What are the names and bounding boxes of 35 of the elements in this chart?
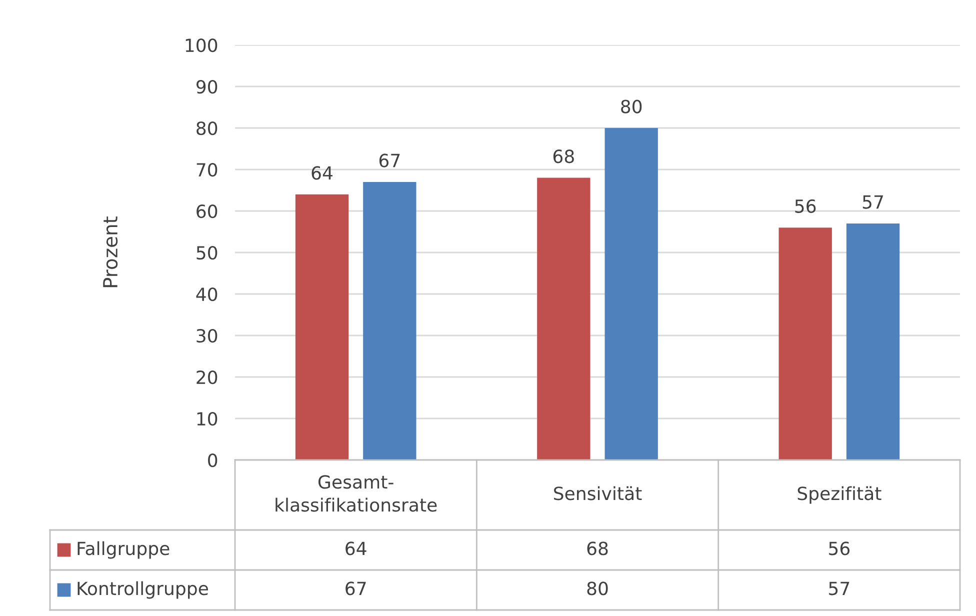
bar	[778, 228, 832, 460]
y-tick-label: 30	[196, 328, 218, 343]
y-tick-label: 90	[196, 80, 218, 94]
annotation: 68	[553, 150, 574, 164]
annotation: 64	[312, 166, 332, 180]
y-tick-label: 0	[208, 453, 218, 468]
y-tick-label: 80	[196, 121, 218, 136]
data-label: 57	[829, 582, 850, 596]
y-tick-label: 100	[186, 38, 218, 52]
y-tick-label: 10	[197, 412, 218, 426]
y-tick-label: 50	[196, 246, 218, 260]
x-tick-label: Gesamt- klassifikationsrate	[276, 475, 437, 512]
bar	[295, 194, 349, 460]
y-tick-label: 20	[196, 370, 218, 384]
legend-label: Kontrollgruppe	[78, 581, 208, 599]
bar	[363, 182, 416, 460]
data-label: 80	[587, 582, 608, 596]
y-axis-title: Prozent	[103, 216, 118, 288]
y-tick-label: 40	[196, 287, 218, 302]
data-label: 67	[346, 582, 366, 596]
bar	[604, 128, 658, 460]
data-label: 56	[829, 542, 850, 556]
bar	[846, 223, 900, 460]
annotation: 67	[379, 154, 400, 168]
data-label: 64	[346, 542, 366, 556]
annotation: 80	[621, 100, 642, 114]
annotation: 56	[795, 199, 816, 213]
y-tick-label: 60	[196, 204, 218, 218]
y-tick-label: 70	[196, 162, 218, 177]
x-tick-label: Sensivität	[554, 486, 642, 500]
bar	[537, 178, 590, 460]
x-tick-label: Spezifität	[798, 486, 882, 504]
legend-label: Fallgruppe	[78, 541, 170, 559]
annotation: 57	[862, 195, 883, 209]
data-label: 68	[587, 542, 608, 556]
